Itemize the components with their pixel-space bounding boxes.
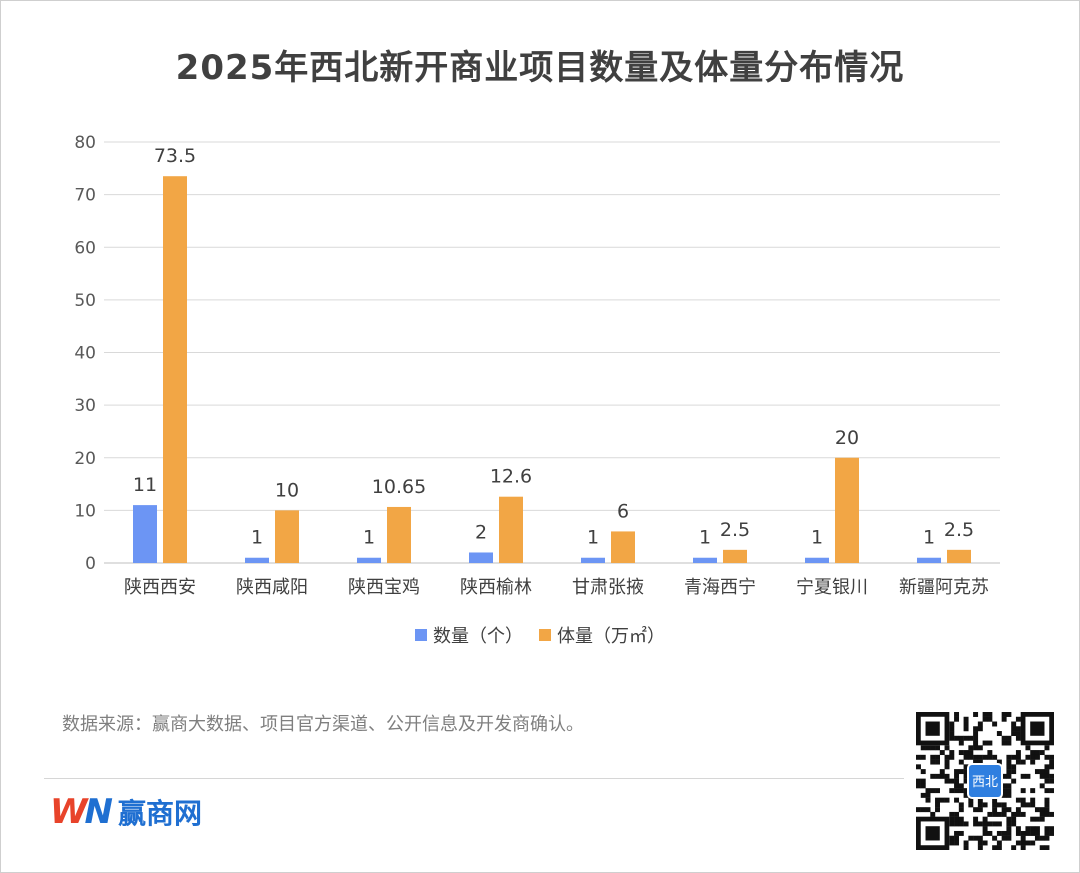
footer-divider (44, 778, 904, 779)
data-label-count: 2 (475, 521, 487, 543)
legend-item-volume: 体量（万㎡） (539, 622, 665, 648)
legend: 数量（个） 体量（万㎡） (0, 622, 1080, 648)
y-tick-label: 60 (74, 238, 96, 258)
data-label-volume: 73.5 (154, 145, 196, 167)
brand-logo-n: N (84, 792, 114, 832)
data-source-note: 数据来源：赢商大数据、项目官方渠道、公开信息及开发商确认。 (62, 714, 584, 735)
y-tick-label: 40 (74, 344, 96, 364)
bar-count (805, 557, 829, 563)
bar-chart: 010203040506070801173.5陕西西安110陕西咸阳110.65… (74, 133, 1000, 598)
x-tick-label: 宁夏银川 (796, 577, 868, 598)
y-tick-label: 20 (74, 449, 96, 469)
x-tick-label: 新疆阿克苏 (899, 577, 989, 598)
data-label-volume: 10 (275, 479, 299, 501)
data-label-count: 1 (811, 527, 823, 549)
bar-volume (947, 549, 971, 563)
bar-count (469, 552, 493, 563)
y-tick-label: 10 (74, 501, 96, 521)
data-label-volume: 6 (617, 500, 629, 522)
brand-logo: WN (50, 792, 114, 832)
bar-volume (499, 496, 523, 563)
bar-volume (611, 531, 635, 563)
bar-volume (163, 176, 187, 564)
data-label-count: 11 (133, 474, 157, 496)
data-label-volume: 2.5 (944, 519, 974, 541)
x-tick-label: 陕西宝鸡 (348, 577, 420, 598)
legend-swatch-count (415, 629, 427, 641)
data-label-volume: 2.5 (720, 519, 750, 541)
bar-count (245, 557, 269, 563)
brand: WN 赢商网 (50, 792, 202, 832)
y-tick-label: 80 (74, 133, 96, 153)
y-tick-label: 70 (74, 186, 96, 206)
data-label-count: 1 (699, 527, 711, 549)
bar-volume (835, 457, 859, 563)
brand-name: 赢商网 (117, 797, 202, 830)
data-label-volume: 20 (835, 427, 859, 449)
bar-count (917, 557, 941, 563)
bar-volume (275, 510, 299, 563)
bar-count (693, 557, 717, 563)
x-tick-label: 陕西榆林 (460, 577, 532, 598)
x-tick-label: 甘肃张掖 (572, 577, 644, 598)
legend-swatch-volume (539, 629, 551, 641)
bar-volume (723, 549, 747, 563)
bar-count (133, 505, 157, 563)
data-label-volume: 12.6 (490, 466, 532, 488)
data-label-count: 1 (923, 527, 935, 549)
y-tick-label: 0 (85, 554, 96, 574)
data-label-count: 1 (251, 527, 263, 549)
legend-label-volume: 体量（万㎡） (557, 626, 665, 647)
qr-badge-text: 西北 (972, 775, 998, 790)
data-label-volume: 10.65 (372, 476, 426, 498)
data-label-count: 1 (587, 527, 599, 549)
bar-count (581, 557, 605, 563)
y-tick-label: 50 (74, 291, 96, 311)
bar-count (357, 557, 381, 563)
legend-label-count: 数量（个） (433, 626, 523, 647)
x-tick-label: 青海西宁 (684, 577, 756, 598)
x-tick-label: 陕西咸阳 (236, 577, 308, 598)
y-tick-label: 30 (74, 396, 96, 416)
chart-title: 2025年西北新开商业项目数量及体量分布情况 (175, 48, 905, 88)
bar-volume (387, 506, 411, 563)
legend-item-count: 数量（个） (415, 622, 523, 648)
x-tick-label: 陕西西安 (124, 577, 196, 598)
data-label-count: 1 (363, 527, 375, 549)
qr-code-icon: 西北 (916, 712, 1054, 850)
brand-logo-w: W (50, 792, 87, 832)
